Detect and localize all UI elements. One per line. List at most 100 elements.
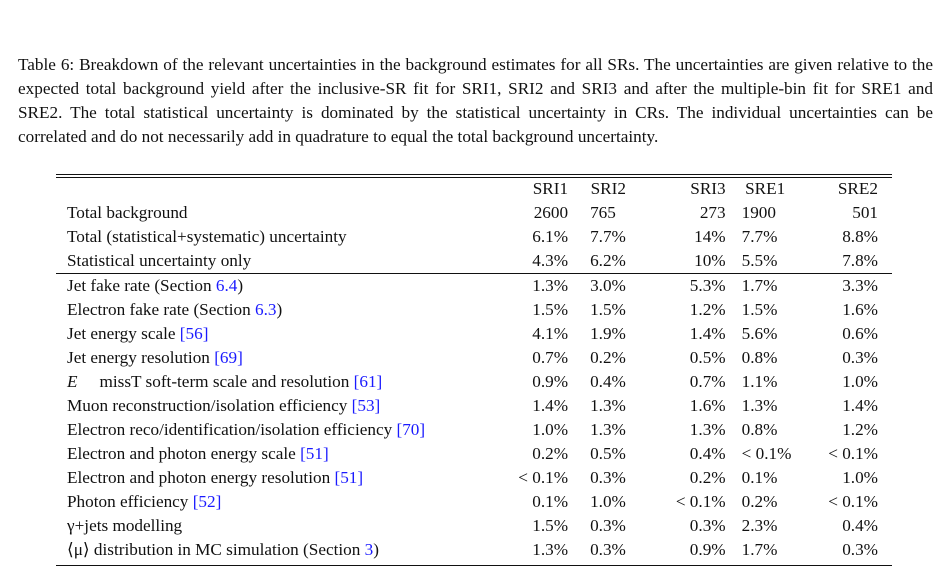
cell-value: 1.0%	[590, 492, 626, 511]
row-name: Jet energy scale	[67, 324, 180, 343]
table-row: γ+jets modelling 1.5% 0.3% 0.3% 2.3% 0.4%	[56, 514, 892, 538]
cell-value: 1.5%	[741, 300, 778, 319]
cell-value: 0.2%	[689, 468, 726, 487]
cell-value: 273	[699, 203, 726, 222]
reference-link[interactable]: [52]	[192, 492, 222, 511]
cell-value: 1900	[741, 203, 776, 222]
cell-value: 0.2%	[741, 492, 778, 511]
cell-value: 0.4%	[842, 516, 878, 535]
table-row: Statistical uncertainty only 4.3% 6.2% 10% 5…	[56, 249, 892, 274]
col-header: SRE1	[745, 179, 786, 198]
reference-link[interactable]: [51]	[334, 468, 364, 487]
table-row: Electron and photon energy resolution [5…	[56, 466, 892, 490]
reference-link[interactable]: [61]	[353, 372, 383, 391]
cell-value: 1.6%	[842, 300, 878, 319]
cell-value: 5.5%	[741, 251, 778, 270]
cell-value: 10%	[694, 251, 726, 270]
row-suffix: )	[237, 276, 244, 295]
row-label: Total (statistical+systematic) uncertain…	[56, 225, 503, 249]
reference-link[interactable]: [51]	[300, 444, 329, 463]
col-header: SRI2	[590, 179, 626, 198]
row-label: γ+jets modelling	[56, 514, 503, 538]
row-name: ⟨μ⟩ distribution in MC simulation (Secti…	[67, 540, 365, 559]
cell-value: 501	[852, 203, 878, 222]
cell-value: 6.2%	[590, 251, 626, 270]
cell-value: 7.7%	[741, 227, 778, 246]
cell-value: 0.3%	[590, 468, 626, 487]
cell-value: 0.8%	[741, 348, 778, 367]
reference-link[interactable]: 6.3	[255, 300, 277, 319]
col-header: SRE2	[837, 179, 878, 198]
row-name: Photon efficiency	[67, 492, 193, 511]
row-name: Electron and photon energy scale	[67, 444, 301, 463]
cell-value: 5.6%	[741, 324, 778, 343]
cell-value: 2.3%	[741, 516, 778, 535]
cell-value: 1.4%	[842, 396, 878, 415]
row-label: Jet energy resolution [69]	[56, 346, 503, 370]
cell-value: 0.7%	[689, 372, 726, 391]
cell-value: 1.5%	[532, 300, 569, 319]
cell-value: 0.3%	[689, 516, 726, 535]
cell-value: 1.7%	[741, 540, 778, 559]
cell-value: 0.5%	[689, 348, 726, 367]
row-label: Jet energy scale [56]	[56, 322, 503, 346]
cell-value: 5.3%	[648, 273, 726, 298]
cell-value: 1.4%	[689, 324, 726, 343]
cell-value: 1.3%	[689, 420, 726, 439]
table-row: Jet fake rate (Section 6.4) 1.3% 3.0% 5.3% 1…	[56, 273, 892, 298]
row-name: Total (statistical+systematic) uncertain…	[67, 227, 347, 246]
row-name: Statistical uncertainty only	[67, 251, 252, 270]
etmiss-sub: T	[131, 372, 142, 391]
reference-link[interactable]: [53]	[351, 396, 381, 415]
reference-link[interactable]: 6.4	[215, 276, 238, 295]
cell-value: 1.7%	[725, 273, 805, 298]
cell-value: 0.4%	[689, 444, 726, 463]
header-blank	[56, 177, 503, 201]
uncertainty-table: SRI1 SRI2 SRI3 SRE1 SRE2 Total backgroun…	[56, 177, 892, 562]
row-label: Jet fake rate (Section 6.4)	[56, 273, 503, 298]
header-row: SRI1 SRI2 SRI3 SRE1 SRE2	[56, 177, 892, 201]
etmiss-sup: miss	[99, 372, 132, 391]
cell-value: 1.2%	[842, 420, 878, 439]
top-rule-2	[56, 177, 892, 178]
table-row: Jet energy scale [56] 4.1% 1.9% 1.4% 5.6% 0.6…	[56, 322, 892, 346]
cell-value: 0.1%	[532, 492, 569, 511]
table-row: Total background 2600 765 273 1900 501	[56, 201, 892, 225]
cell-value: 1.5%	[532, 516, 569, 535]
row-name: γ+jets modelling	[67, 516, 183, 535]
table-row: Jet energy resolution [69] 0.7% 0.2% 0.5% 0.…	[56, 346, 892, 370]
cell-value: 3.3%	[804, 273, 892, 298]
cell-value: 8.8%	[842, 227, 878, 246]
cell-value: 1.4%	[532, 396, 569, 415]
cell-value: 1.5%	[590, 300, 626, 319]
reference-link[interactable]: [70]	[396, 420, 426, 439]
table-row: Total (statistical+systematic) uncertain…	[56, 225, 892, 249]
cell-value: 0.1%	[741, 468, 778, 487]
table-row: Electron reco/identification/isolation e…	[56, 418, 892, 442]
cell-value: 765	[590, 203, 616, 222]
cell-value: 1.3%	[741, 396, 778, 415]
cell-value: 6.1%	[532, 227, 569, 246]
cell-value: 0.2%	[590, 348, 626, 367]
cell-value: < 0.1%	[675, 492, 726, 511]
row-name: Jet fake rate (Section	[67, 276, 216, 295]
row-label: Muon reconstruction/isolation efficiency…	[56, 394, 503, 418]
row-label: Total background	[56, 201, 503, 225]
cell-value: 0.5%	[590, 444, 626, 463]
reference-link[interactable]: 3	[364, 540, 374, 559]
reference-link[interactable]: [69]	[214, 348, 243, 367]
cell-value: < 0.1%	[828, 492, 878, 511]
row-name: Total background	[67, 203, 188, 222]
cell-value: 0.9%	[532, 372, 569, 391]
table-row: Muon reconstruction/isolation efficiency…	[56, 394, 892, 418]
cell-value: 1.3%	[502, 273, 569, 298]
reference-link[interactable]: [56]	[179, 324, 209, 343]
cell-value: 2600	[533, 203, 569, 222]
table-row: ⟨μ⟩ distribution in MC simulation (Secti…	[56, 538, 892, 562]
cell-value: 0.3%	[842, 540, 878, 559]
row-label: Electron fake rate (Section 6.3)	[56, 298, 503, 322]
cell-value: 0.4%	[590, 372, 626, 391]
row-label: Electron and photon energy scale [51]	[56, 442, 503, 466]
row-name: Electron reco/identification/isolation e…	[67, 420, 397, 439]
